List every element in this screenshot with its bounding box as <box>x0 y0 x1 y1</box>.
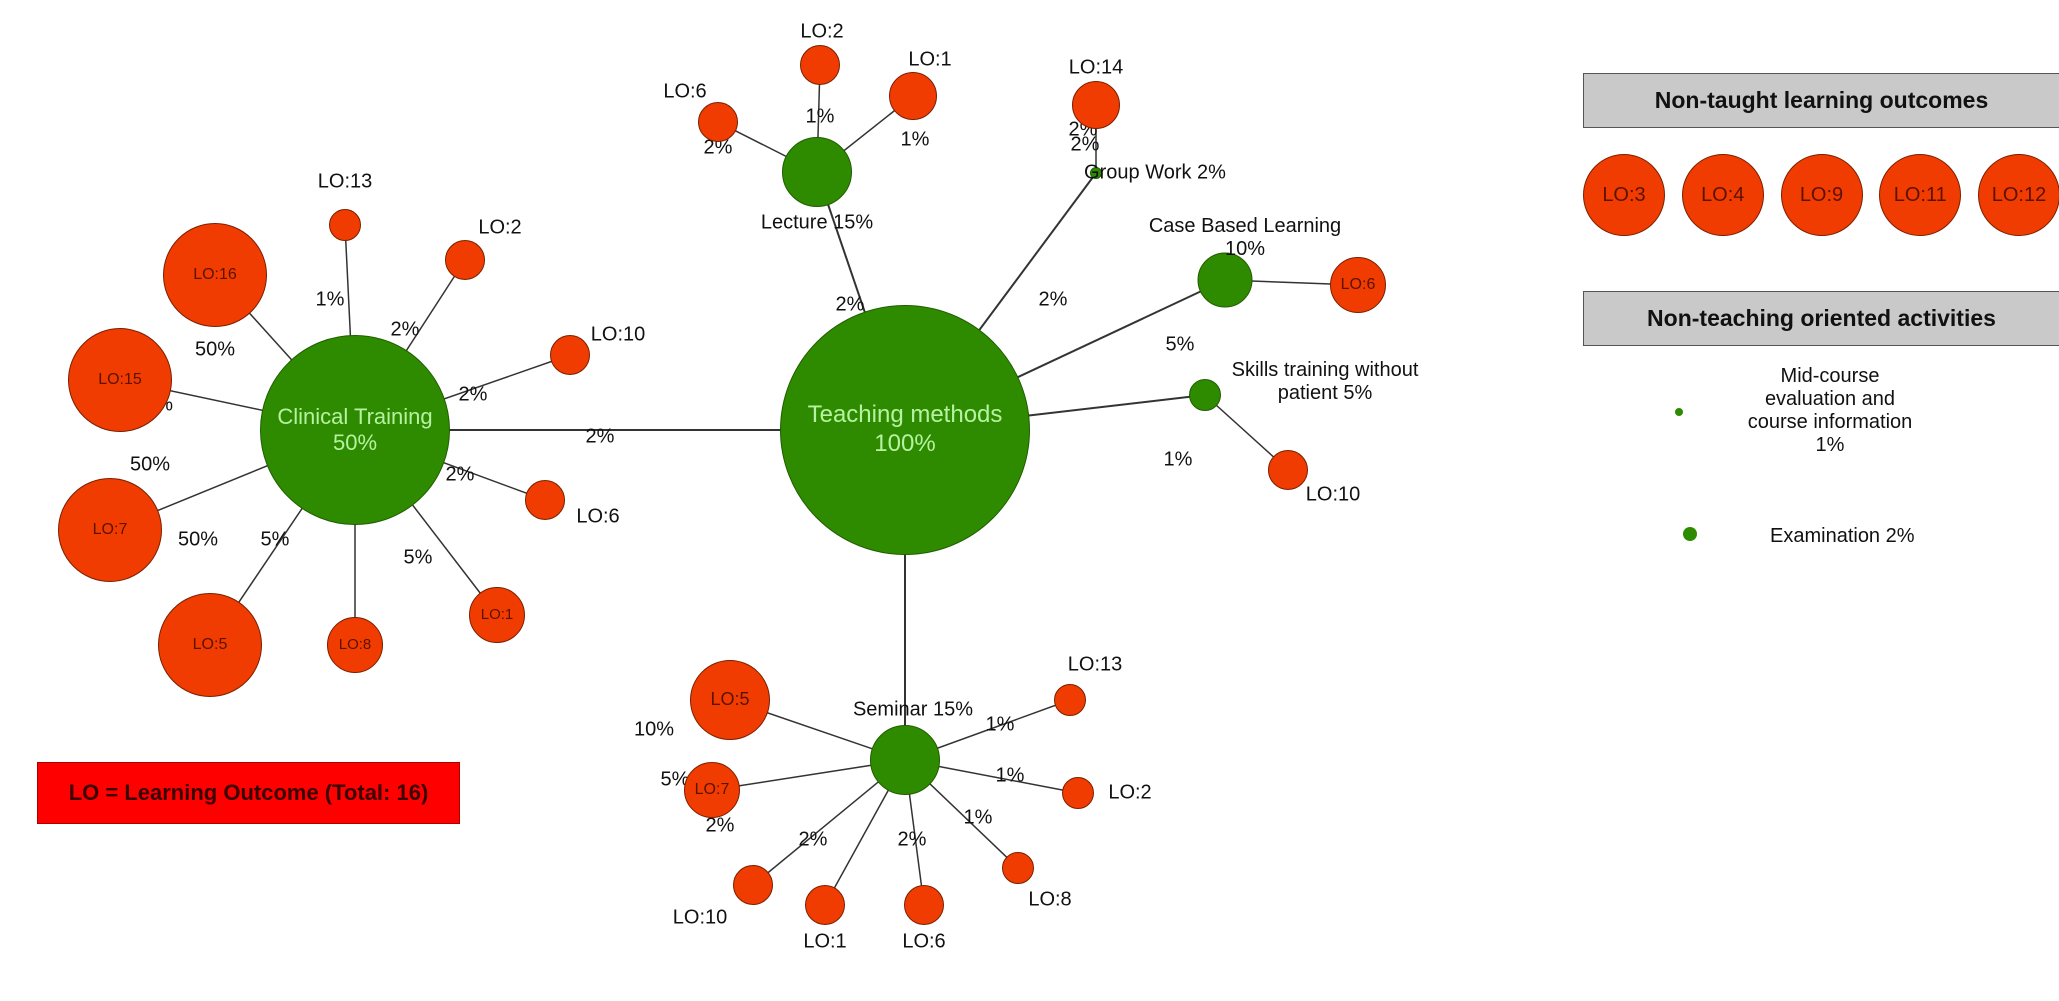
lo-label-LO2-clinical: LO:2 <box>478 217 521 240</box>
lo-label-LO6-clinical: LO:6 <box>576 506 619 529</box>
lo-node-LO15[interactable]: LO:15 <box>68 328 172 432</box>
lo-node-LO6-case[interactable]: LO:6 <box>1330 257 1386 313</box>
seminar-label: Seminar 15% <box>853 699 973 722</box>
lo-label-LO2-lecture: LO:2 <box>800 21 843 44</box>
lo-node-LO6-clinical[interactable]: LO:6 <box>525 480 565 520</box>
lo-label-LO14: LO:14 <box>1069 57 1123 80</box>
lo-node-LO10-skills[interactable] <box>1268 450 1308 490</box>
lo-node-LO16[interactable]: LO:16 <box>163 223 267 327</box>
clinical-training-node[interactable]: Clinical Training 50% <box>260 335 450 525</box>
total-lo-banner: LO = Learning Outcome (Total: 16) <box>37 762 460 824</box>
case-based-learning-node[interactable] <box>1198 253 1253 308</box>
lo-node-LO6-seminar[interactable] <box>904 885 944 925</box>
legend-node-LO4[interactable]: LO:4 <box>1682 154 1764 236</box>
skills-training-node[interactable] <box>1189 379 1221 411</box>
group-work-label: Group Work 2% <box>1084 162 1226 185</box>
lo-label-LO1-seminar: LO:1 <box>803 931 846 954</box>
group-work-node[interactable] <box>1090 167 1102 179</box>
clinical-training-label: Clinical Training 50% <box>261 404 449 457</box>
lo-node-LO2-clinical[interactable] <box>445 240 485 280</box>
legend-node-LO9[interactable]: LO:9 <box>1781 154 1863 236</box>
activity-dot-examination <box>1683 527 1697 541</box>
lo-label-LO1-lecture: LO:1 <box>908 49 951 72</box>
legend-node-LO3[interactable]: LO:3 <box>1583 154 1665 236</box>
lo-node-LO10-seminar[interactable] <box>733 865 773 905</box>
activity-label-examination: Examination 2% <box>1770 525 1990 548</box>
lecture-label: Lecture 15% <box>761 212 873 235</box>
non-taught-panel-title: Non-taught learning outcomes <box>1583 73 2059 128</box>
lo-node-LO10-clinical[interactable] <box>550 335 590 375</box>
non-taught-panel-items: LO:3 LO:4 LO:9 LO:11 LO:12 <box>1583 150 2059 240</box>
case-based-learning-label: Case Based Learning 10% <box>1149 215 1341 261</box>
lo-node-LO8-seminar[interactable] <box>1002 852 1034 884</box>
lo-node-LO1-seminar[interactable] <box>805 885 845 925</box>
lo-label-LO10-skills: LO:10 <box>1306 484 1360 507</box>
lo-node-LO2-lecture[interactable] <box>800 45 840 85</box>
lo-node-LO13-seminar[interactable] <box>1054 684 1086 716</box>
diagram-canvas: 2% 2% 2% 2% 5% 1% 50% 50% 50% 50% 5% 5% … <box>0 0 2059 1001</box>
lo-node-LO5[interactable]: LO:5 <box>158 593 262 697</box>
lo-label-LO6-lecture: LO:6 <box>663 81 706 104</box>
lo-node-LO8-clinical[interactable]: LO:8 <box>327 617 383 673</box>
lo-node-LO13-clinical[interactable] <box>329 209 361 241</box>
activity-dot-midcourse <box>1675 408 1683 416</box>
lo-node-LO6-lecture[interactable] <box>698 102 738 142</box>
lo-node-LO7-seminar[interactable]: LO:7 <box>684 762 740 818</box>
skills-training-label: Skills training without patient 5% <box>1232 359 1419 405</box>
lo-node-LO1-clinical[interactable]: LO:1 <box>469 587 525 643</box>
lecture-node[interactable] <box>782 137 852 207</box>
activity-label-midcourse: Mid-course evaluation and course informa… <box>1700 365 1960 457</box>
lo-label-LO10-clinical: LO:10 <box>591 324 645 347</box>
lo-label-LO2-seminar: LO:2 <box>1108 782 1151 805</box>
lo-label-LO10-seminar: LO:10 <box>673 907 727 930</box>
lo-label-LO13-seminar: LO:13 <box>1068 654 1122 677</box>
root-node-label: Teaching methods 100% <box>808 401 1003 459</box>
lo-label-LO6-seminar: LO:6 <box>902 931 945 954</box>
lo-node-LO7[interactable]: LO:7 <box>58 478 162 582</box>
root-node-teaching-methods[interactable]: Teaching methods 100% <box>780 305 1030 555</box>
lo-node-LO14[interactable] <box>1072 81 1120 129</box>
lo-label-LO8-seminar: LO:8 <box>1028 889 1071 912</box>
lo-node-LO5-seminar[interactable]: LO:5 <box>690 660 770 740</box>
legend-node-LO12[interactable]: LO:12 <box>1978 154 2059 236</box>
legend-node-LO11[interactable]: LO:11 <box>1879 154 1961 236</box>
total-lo-banner-text: LO = Learning Outcome (Total: 16) <box>69 780 429 806</box>
lo-node-LO2-seminar[interactable] <box>1062 777 1094 809</box>
non-teaching-panel-title: Non-teaching oriented activities <box>1583 291 2059 346</box>
seminar-node[interactable] <box>870 725 940 795</box>
lo-label-LO13-clinical: LO:13 <box>318 171 372 194</box>
lo-node-LO1-lecture[interactable] <box>889 72 937 120</box>
